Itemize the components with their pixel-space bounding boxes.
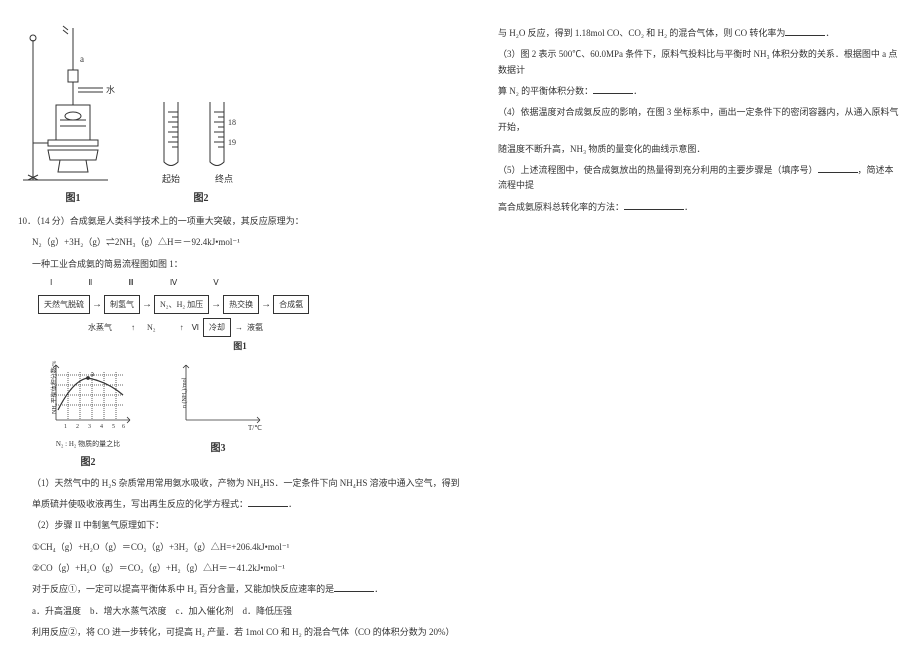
- blank-field[interactable]: [334, 582, 374, 592]
- p2b: 对于反应①，一定可以提高平衡体系中 H₂ 百分含量，又能加快反应速率的是 ．: [32, 582, 462, 597]
- r4-line: （5）上述流程图中，使合成氨放出的热量得到充分利用的主要步骤是（填序号），简述本…: [498, 163, 902, 194]
- svg-text:a: a: [80, 54, 84, 64]
- figure-2: 起始 18 19 终点: [158, 97, 244, 204]
- svg-text:n (NH₃)/mol: n (NH₃)/mol: [181, 377, 188, 408]
- diag-label-1: 图1: [18, 339, 462, 352]
- p2b-end: ．: [374, 584, 383, 594]
- blank-field[interactable]: [248, 497, 288, 507]
- svg-text:2: 2: [76, 424, 79, 430]
- svg-text:a: a: [91, 370, 95, 378]
- fig2-label: 图2: [194, 189, 209, 204]
- arrow-icon: →: [142, 299, 152, 310]
- flow-steam: 水蒸气: [88, 322, 112, 333]
- flow-box-2: 制氢气: [104, 295, 140, 314]
- p2c: 利用反应②，将 CO 进一步转化，可提高 H₂ 产量．若 1mol CO 和 H…: [32, 625, 462, 640]
- opts: a．升高温度 b．增大水蒸气浓度 c．加入催化剂 d．降低压强: [32, 604, 462, 619]
- svg-text:6: 6: [122, 424, 125, 430]
- flow-diagram: Ⅰ Ⅱ Ⅲ Ⅳ Ⅴ 天然气脱硫→ 制氢气→ N₂、H₂ 加压→ 热交换→ 合成氨…: [18, 278, 462, 352]
- flow-box-5: 合成氨: [273, 295, 309, 314]
- p2: （2）步骤 II 中制氢气原理如下：: [32, 518, 462, 533]
- r4c: 高合成氨原料总转化率的方法：: [498, 202, 624, 212]
- roman-6: Ⅵ: [192, 323, 199, 332]
- flow-liq: 液氨: [247, 322, 263, 333]
- r1b: ．: [825, 28, 834, 38]
- charts-row: a 1 2 3 4 5 6 NH₃平衡体积分数/% N₂ : H₂ 物质的量之比…: [38, 360, 462, 468]
- cyl-end-label: 终点: [215, 172, 233, 185]
- r1: 与 H₂O 反应，得到 1.18mol CO、CO₂ 和 H₂ 的混合气体，则 …: [498, 26, 902, 41]
- eq-main: N₂（g）+3H₂（g）⇌2NH₃（g）△H＝－92.4kJ•mol⁻¹: [32, 235, 462, 250]
- figure-row-top: a 水: [18, 20, 462, 204]
- r3b: 随温度不断升高，NH₃ 物质的量变化的曲线示意图．: [498, 142, 902, 157]
- svg-text:3: 3: [88, 424, 91, 430]
- r2b-line: 算 N₂ 的平衡体积分数： ．: [498, 84, 902, 99]
- p1-end: ．: [288, 499, 297, 509]
- r4c-line: 高合成氨原料总转化率的方法： ．: [498, 200, 902, 215]
- svg-text:水: 水: [106, 84, 115, 95]
- flow-box-3: N₂、H₂ 加压: [154, 295, 209, 314]
- arrow-icon: →: [211, 299, 221, 310]
- eq1: ①CH₄（g）+H₂O（g）＝CO₂（g）+3H₂（g）△H=+206.4kJ•…: [32, 540, 462, 555]
- roman-3: Ⅲ: [128, 278, 134, 287]
- chart-2: a 1 2 3 4 5 6 NH₃平衡体积分数/% N₂ : H₂ 物质的量之比…: [38, 360, 138, 468]
- p1b-text: 单质硫并使吸收液再生，写出再生反应的化学方程式：: [32, 499, 248, 509]
- arrow-icon: →: [261, 299, 271, 310]
- flow-intro: 一种工业合成氨的简易流程图如图 1：: [32, 257, 462, 272]
- cylinder-end: 18 19: [204, 97, 244, 172]
- svg-text:1: 1: [64, 424, 67, 430]
- svg-text:T/℃: T/℃: [248, 424, 262, 432]
- flow-box-6: 冷却: [203, 318, 231, 337]
- chart-3: T/℃ n (NH₃)/mol 图3: [168, 360, 268, 468]
- r4d: ．: [684, 202, 693, 212]
- blank-field[interactable]: [624, 200, 684, 210]
- cyl-start-label: 起始: [162, 172, 180, 185]
- arrow-icon: →: [92, 299, 102, 310]
- r2c: ．: [633, 86, 642, 96]
- r1a: 与 H₂O 反应，得到 1.18mol CO、CO₂ 和 H₂ 的混合气体，则 …: [498, 28, 785, 38]
- blank-field[interactable]: [818, 163, 858, 173]
- flow-box-1: 天然气脱硫: [38, 295, 90, 314]
- blank-field[interactable]: [785, 26, 825, 36]
- figure-1: a 水: [18, 20, 128, 204]
- chart3-label: 图3: [211, 439, 226, 454]
- cylinder-start: [158, 97, 184, 172]
- svg-text:18: 18: [228, 118, 236, 127]
- flow-box-4: 热交换: [223, 295, 259, 314]
- roman-5: Ⅴ: [213, 278, 218, 287]
- chart2-label: 图2: [81, 453, 96, 468]
- flow-n2: N₂: [147, 323, 156, 332]
- svg-text:19: 19: [228, 138, 236, 147]
- svg-text:5: 5: [112, 424, 115, 430]
- r2b: 算 N₂ 的平衡体积分数：: [498, 86, 593, 96]
- roman-4: Ⅳ: [170, 278, 177, 287]
- svg-text:NH₃平衡体积分数/%: NH₃平衡体积分数/%: [50, 360, 58, 413]
- eq2: ②CO（g）+H₂O（g）＝CO₂（g）+H₂（g）△H＝－41.2kJ•mol…: [32, 561, 462, 576]
- apparatus-svg: a 水: [18, 20, 128, 185]
- svg-text:4: 4: [100, 424, 103, 430]
- p1: （1）天然气中的 H₂S 杂质常用常用氨水吸收，产物为 NH₄HS．一定条件下向…: [32, 476, 462, 491]
- r3: （4）依据温度对合成氨反应的影响，在图 3 坐标系中，画出一定条件下的密闭容器内…: [498, 105, 902, 136]
- p2b-text: 对于反应①，一定可以提高平衡体系中 H₂ 百分含量，又能加快反应速率的是: [32, 584, 334, 594]
- r2: （3）图 2 表示 500℃、60.0MPa 条件下，原料气投料比与平衡时 NH…: [498, 47, 902, 78]
- r4: （5）上述流程图中，使合成氨放出的热量得到充分利用的主要步骤是（填序号）: [498, 165, 818, 175]
- roman-1: Ⅰ: [50, 278, 52, 287]
- chart2-xlabel: N₂ : H₂ 物质的量之比: [56, 439, 120, 449]
- fig1-label: 图1: [66, 189, 81, 204]
- blank-field[interactable]: [593, 84, 633, 94]
- roman-2: Ⅱ: [88, 278, 92, 287]
- q10-intro: 10．（14 分）合成氨是人类科学技术上的一项重大突破，其反应原理为：: [18, 214, 462, 229]
- p1b: 单质硫并使吸收液再生，写出再生反应的化学方程式： ．: [32, 497, 462, 512]
